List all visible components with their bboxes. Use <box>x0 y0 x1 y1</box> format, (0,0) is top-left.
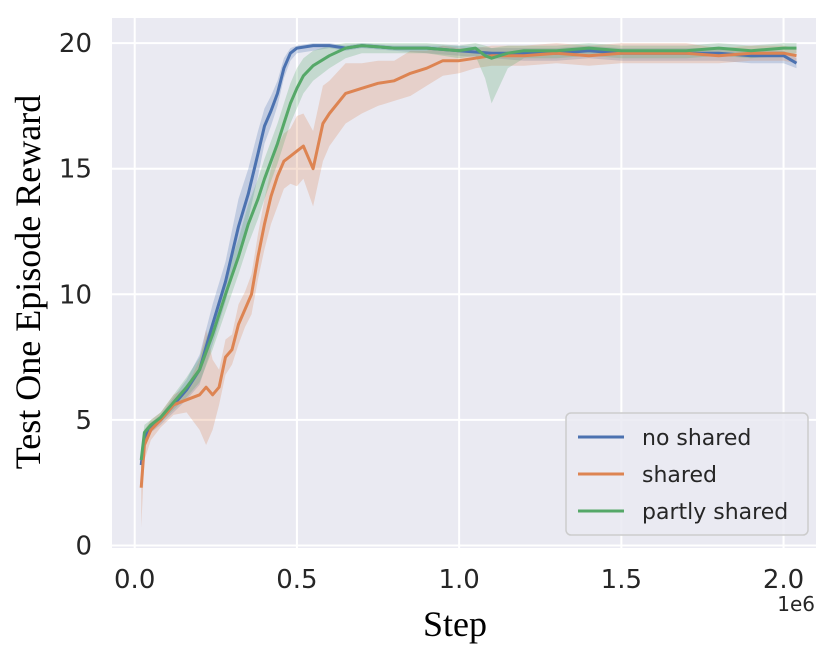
y-tick-labels: 0 5 10 15 20 <box>59 29 92 561</box>
x-tick-label: 2.0 <box>763 565 804 595</box>
x-tick-label: 0.5 <box>276 565 317 595</box>
legend-box <box>565 412 809 536</box>
y-tick-label: 10 <box>59 280 92 310</box>
band-shared <box>141 43 797 528</box>
series-lines <box>139 44 798 488</box>
legend-label: no shared <box>642 426 751 451</box>
legend-label: shared <box>642 463 717 488</box>
series-line-shared <box>139 51 797 488</box>
series-line-partly-shared <box>139 44 797 461</box>
x-tick-label: 1.5 <box>601 565 642 595</box>
legend: no shared shared partly shared <box>565 412 809 536</box>
x-tick-label: 0.0 <box>114 565 155 595</box>
x-offset-label: 1e6 <box>777 592 815 616</box>
x-axis-title: Step <box>423 604 487 644</box>
legend-label: partly shared <box>642 500 788 525</box>
y-tick-label: 0 <box>75 531 92 561</box>
y-tick-label: 15 <box>59 155 92 185</box>
y-tick-label: 20 <box>59 29 92 59</box>
y-tick-label: 5 <box>75 406 92 436</box>
x-tick-label: 1.0 <box>438 565 479 595</box>
confidence-bands <box>141 43 797 528</box>
x-tick-labels: 0.0 0.5 1.0 1.5 2.0 <box>114 565 804 595</box>
y-axis-title: Test One Episode Reward <box>8 95 48 469</box>
